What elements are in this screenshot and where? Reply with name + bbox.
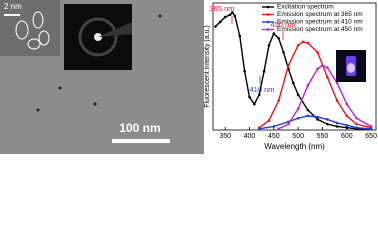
point	[218, 20, 222, 24]
hrtem-inset	[0, 0, 60, 56]
lattice-mark	[38, 30, 50, 46]
scale-bar	[112, 139, 170, 143]
legend-label: Emission spectrum at 450 nm	[277, 26, 363, 33]
legend-marker	[266, 28, 270, 31]
annotation: 450 nm	[270, 20, 295, 29]
point	[277, 127, 280, 131]
x-tick-label: 650	[365, 133, 377, 140]
legend-marker	[266, 13, 270, 16]
point	[335, 125, 339, 128]
particle	[36, 108, 40, 112]
point	[355, 126, 358, 129]
point	[355, 122, 358, 126]
point	[326, 118, 329, 121]
point	[321, 64, 324, 67]
point	[248, 95, 251, 99]
inset-scale-bar	[4, 14, 20, 16]
point	[287, 64, 290, 67]
particle	[93, 102, 97, 106]
x-tick-label: 600	[341, 133, 353, 140]
point	[316, 67, 319, 71]
lattice-mark	[27, 38, 41, 50]
point	[326, 75, 329, 79]
x-tick-label: 550	[317, 133, 329, 140]
vial-core	[347, 63, 355, 73]
point	[316, 115, 319, 119]
point	[228, 13, 232, 17]
chart: 350 400 450 500 550 600 650 Wavelength (nm) Fluo…	[204, 2, 377, 151]
point	[335, 99, 339, 102]
point	[277, 99, 280, 102]
point	[335, 81, 339, 85]
point	[291, 81, 295, 85]
beam-stop	[98, 22, 132, 37]
point	[345, 102, 349, 106]
tem-image: 2 nm 100 nm	[0, 0, 204, 154]
point	[369, 127, 373, 131]
x-tick-label: 500	[292, 133, 304, 140]
point	[257, 93, 261, 97]
point	[316, 118, 319, 121]
point	[257, 127, 261, 131]
x-tick-label: 400	[244, 133, 256, 140]
scale-label: 100 nm	[119, 121, 160, 135]
point	[243, 69, 246, 73]
legend-marker	[266, 20, 270, 24]
point	[223, 15, 227, 19]
lattice-mark	[15, 20, 29, 40]
plot-frame	[212, 2, 377, 131]
point	[306, 84, 310, 87]
legend-marker	[266, 5, 270, 9]
point	[355, 116, 358, 120]
annotation: 365 nm	[209, 4, 234, 13]
point	[214, 25, 217, 28]
point	[282, 51, 285, 54]
point	[238, 34, 242, 38]
point	[277, 36, 280, 40]
point	[272, 125, 276, 128]
x-tick-label: 450	[268, 133, 280, 140]
point	[345, 123, 349, 127]
point	[306, 114, 310, 118]
point	[306, 108, 310, 112]
point	[272, 32, 276, 35]
point	[267, 119, 271, 122]
point	[287, 122, 290, 126]
x-tick-label: 350	[219, 133, 231, 140]
figure: 2 nm 100 nm 350 400 450 500 550 600 650 Wavelen…	[0, 0, 378, 154]
point	[267, 44, 271, 47]
particle	[158, 14, 162, 18]
point	[306, 41, 310, 45]
legend-label: Emission spectrum at 410 nm	[277, 19, 363, 26]
point	[262, 69, 266, 73]
legend-label: Emission spectrum at 365 nm	[277, 11, 363, 18]
legend-label: Excitation spectrum	[277, 4, 334, 11]
point	[253, 102, 256, 106]
point	[233, 14, 237, 18]
lattice-mark	[32, 11, 44, 29]
point	[231, 11, 234, 14]
point	[326, 66, 329, 69]
point	[296, 44, 300, 47]
point	[316, 51, 319, 54]
point	[326, 122, 329, 126]
point	[335, 121, 339, 125]
point	[345, 126, 349, 129]
point	[345, 114, 349, 118]
particle	[58, 86, 62, 90]
inset-scale-label: 2 nm	[4, 2, 22, 11]
point	[369, 125, 373, 128]
point	[296, 107, 300, 111]
point	[296, 93, 300, 97]
annotation: 410 nm	[249, 85, 274, 94]
y-axis-label: Fluorescent intensity (a.u.)	[204, 25, 211, 107]
point	[301, 40, 305, 44]
point	[296, 116, 300, 120]
x-axis-label: Wavelength (nm)	[264, 142, 325, 151]
diffraction-ring	[78, 17, 118, 57]
